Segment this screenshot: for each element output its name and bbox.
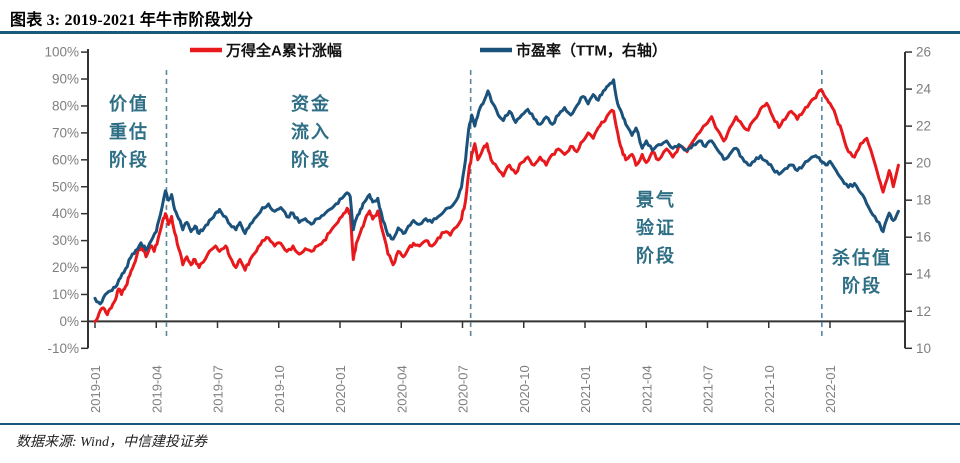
- left-axis-tick-label: 0%: [59, 314, 79, 329]
- stage-annotation: 重估: [109, 121, 149, 142]
- left-axis-tick-label: 40%: [52, 206, 79, 221]
- left-axis-tick-label: 90%: [52, 72, 79, 87]
- x-axis-tick-label: 2021-01: [578, 365, 593, 413]
- x-axis-tick-label: 2020-04: [394, 365, 409, 413]
- stage-annotation: 验证: [636, 217, 676, 238]
- left-axis-tick-label: 100%: [44, 45, 79, 60]
- left-axis-tick-label: -10%: [47, 341, 79, 356]
- x-axis-tick-label: 2021-10: [762, 365, 777, 413]
- right-axis-tick-label: 24: [916, 82, 932, 97]
- title-divider-rule: [0, 31, 960, 34]
- right-axis-tick-label: 10: [916, 341, 931, 356]
- footer-divider-rule: [0, 423, 960, 425]
- left-axis-tick-label: 20%: [52, 260, 79, 275]
- left-axis-tick-label: 80%: [52, 98, 79, 113]
- stage-annotation: 资金: [291, 93, 331, 114]
- right-axis-tick-label: 16: [916, 230, 931, 245]
- data-source-note: 数据来源: Wind，中信建投证券: [16, 435, 207, 450]
- figure-title: 图表 3: 2019-2021 年牛市阶段划分: [10, 12, 254, 29]
- stage-annotation: 流入: [291, 121, 331, 142]
- left-axis-tick-label: 10%: [52, 287, 79, 302]
- right-axis-tick-label: 20: [916, 156, 931, 171]
- right-axis-tick-label: 14: [916, 267, 932, 282]
- right-axis-tick-label: 12: [916, 304, 931, 319]
- x-axis-tick-label: 2021-04: [639, 365, 654, 413]
- right-axis-tick-label: 22: [916, 119, 931, 134]
- right-axis-tick-label: 26: [916, 45, 931, 60]
- x-axis-tick-label: 2021-07: [701, 365, 716, 413]
- x-axis-tick-label: 2020-01: [333, 365, 348, 413]
- left-axis-tick-label: 30%: [52, 233, 79, 248]
- legend-label: 市盈率（TTM，右轴）: [516, 42, 667, 60]
- stage-annotation: 阶段: [842, 275, 882, 296]
- x-axis-tick-label: 2019-01: [88, 365, 103, 413]
- stage-annotation: 杀估值: [832, 247, 892, 268]
- left-axis-tick-label: 50%: [52, 179, 79, 194]
- stage-annotation: 景气: [636, 189, 676, 210]
- legend-label: 万得全A累计涨幅: [225, 42, 342, 60]
- x-axis-tick-label: 2019-04: [149, 365, 164, 413]
- x-axis-tick-label: 2020-07: [456, 365, 471, 413]
- stage-annotation: 阶段: [636, 245, 676, 266]
- left-axis-tick-label: 70%: [52, 125, 79, 140]
- x-axis-tick-label: 2019-07: [211, 365, 226, 413]
- blue-series-line: [93, 78, 900, 306]
- x-axis-tick-label: 2019-10: [272, 365, 287, 413]
- left-axis-tick-label: 60%: [52, 152, 79, 167]
- stage-annotation: 阶段: [109, 149, 149, 170]
- x-axis-tick-label: 2022-01: [823, 365, 838, 413]
- red-series-line: [93, 88, 900, 323]
- stage-annotation: 价值: [109, 93, 149, 114]
- stage-annotation: 阶段: [291, 149, 331, 170]
- right-axis-tick-label: 18: [916, 193, 931, 208]
- x-axis-tick-label: 2020-10: [517, 365, 532, 413]
